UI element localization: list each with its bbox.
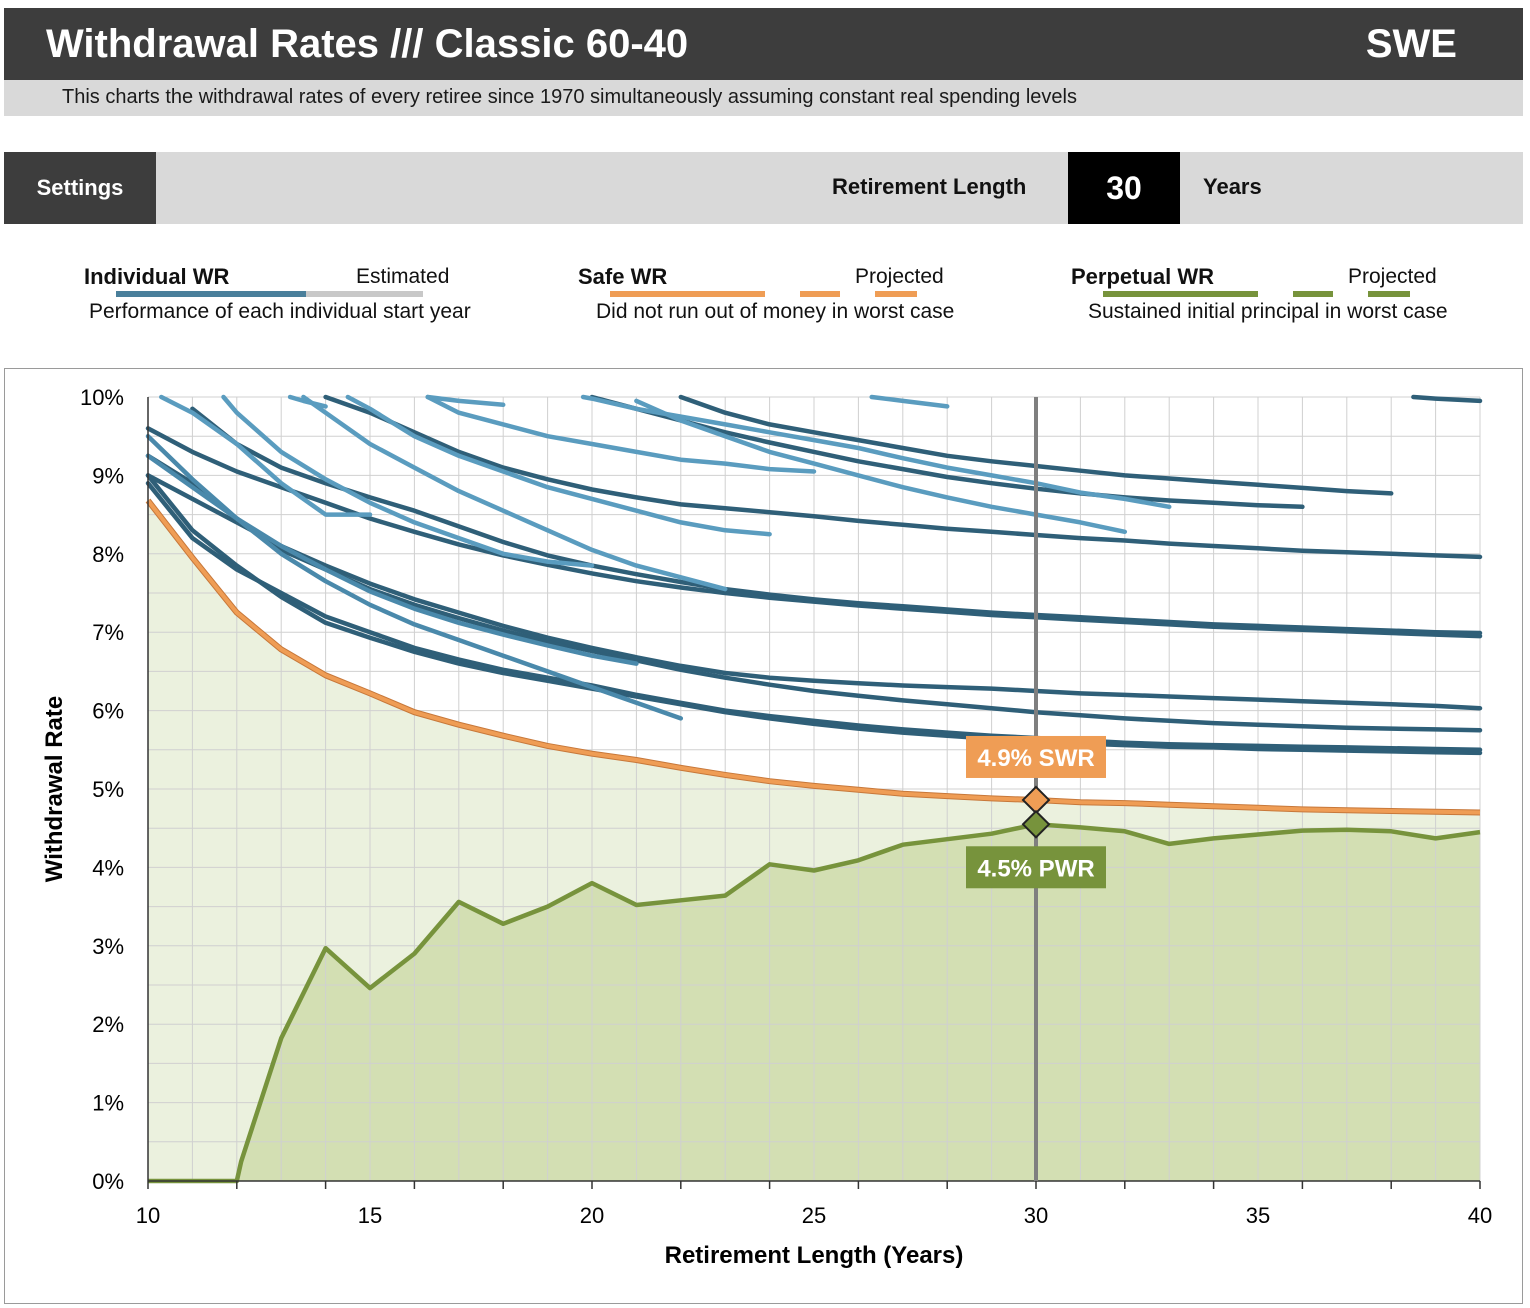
legend-individual-swatch <box>116 291 306 297</box>
settings-row: Settings Retirement Length 30 Years <box>4 152 1523 224</box>
legend-safe-title: Safe WR <box>578 264 668 289</box>
country-code: SWE <box>1365 22 1457 66</box>
pwr-marker <box>1021 809 1051 839</box>
legend-perpetual-desc: Sustained initial principal in worst cas… <box>1088 300 1448 323</box>
y-tick-label: 0% <box>92 1169 124 1194</box>
legend-perpetual-swatch <box>1103 291 1258 297</box>
legend-perpetual-extra: Projected <box>1348 265 1437 288</box>
y-tick-label: 2% <box>92 1012 124 1037</box>
individual-wr-line <box>634 398 1128 535</box>
pwr-label: 4.5% PWR <box>977 855 1094 882</box>
legend-individual-extra: Estimated <box>356 265 450 288</box>
x-tick-label: 20 <box>580 1203 604 1228</box>
individual-wr-line <box>1411 394 1483 404</box>
individual-wr-line <box>287 394 328 409</box>
x-tick-label: 35 <box>1246 1203 1270 1228</box>
individual-wr-line <box>145 473 1483 711</box>
x-tick-label: 25 <box>802 1203 826 1228</box>
legend-safe-extra: Projected <box>855 265 944 288</box>
y-tick-label: 9% <box>92 463 124 488</box>
individual-wr-line <box>190 406 1483 636</box>
legend-safe-projected-swatch-2 <box>875 291 917 297</box>
y-tick-label: 1% <box>92 1091 124 1116</box>
legend-safe-projected-swatch-1 <box>800 291 840 297</box>
y-axis-label: Withdrawal Rate <box>41 696 68 882</box>
legend-individual-desc: Performance of each individual start yea… <box>89 300 471 323</box>
title-bar: Withdrawal Rates /// Classic 60-40 SWE <box>4 8 1523 80</box>
swr-label: 4.9% SWR <box>977 745 1094 772</box>
x-axis-label: Retirement Length (Years) <box>665 1242 964 1269</box>
individual-wr-line <box>425 394 817 474</box>
legend-perpetual-projected-swatch-2 <box>1368 291 1410 297</box>
legend-safe: Safe WR Projected Did not run out of mon… <box>574 262 1014 332</box>
chart-frame: 10 15 20 25 30 35 40 0% 1% 2% 3% 4% 5% 6% 7% 8% 9% 10% 4.… <box>4 368 1523 1304</box>
individual-wr-line <box>145 473 1483 756</box>
y-tick-label: 8% <box>92 542 124 567</box>
individual-series <box>145 394 1483 756</box>
page-title: Withdrawal Rates /// Classic 60-40 <box>46 22 689 66</box>
individual-wr-line <box>221 394 595 568</box>
y-tick-label: 5% <box>92 777 124 802</box>
page-subtitle: This charts the withdrawal rates of ever… <box>62 86 1077 108</box>
subtitle-bar: This charts the withdrawal rates of ever… <box>4 80 1523 116</box>
legend-perpetual-projected-swatch-1 <box>1293 291 1333 297</box>
individual-wr-line <box>869 394 950 409</box>
safe-wr-series <box>145 498 1481 816</box>
x-tick-label: 40 <box>1468 1203 1492 1228</box>
perpetual-wr-series <box>148 822 1481 1184</box>
pwr-box <box>966 846 1106 889</box>
legend-individual-title: Individual WR <box>84 264 230 289</box>
retirement-length-input[interactable]: 30 <box>1068 152 1180 224</box>
y-tick-label: 7% <box>92 620 124 645</box>
retirement-length-label: Retirement Length <box>832 174 1027 199</box>
individual-wr-line <box>159 394 373 517</box>
annotations: 4.9% SWR 4.5% PWR <box>966 397 1106 1181</box>
individual-wr-line <box>145 426 1483 639</box>
y-tick-label: 3% <box>92 934 124 959</box>
individual-wr-line <box>589 394 1305 510</box>
retirement-length-unit: Years <box>1203 174 1262 199</box>
legend-perpetual-title: Perpetual WR <box>1071 264 1215 289</box>
legend-individual: Individual WR Estimated Performance of e… <box>80 262 520 332</box>
y-tick-label: 4% <box>92 855 124 880</box>
legend-safe-desc: Did not run out of money in worst case <box>596 300 955 323</box>
swr-box <box>966 735 1106 778</box>
y-tick-label: 10% <box>80 385 124 410</box>
individual-wr-line <box>580 394 1172 510</box>
individual-wr-line <box>425 394 506 408</box>
individual-wr-line <box>301 394 728 592</box>
axes: 10 15 20 25 30 35 40 0% 1% 2% 3% 4% 5% 6% 7% 8% 9% 10% <box>80 385 1492 1228</box>
withdrawal-rate-chart: 10 15 20 25 30 35 40 0% 1% 2% 3% 4% 5% 6% 7% 8% 9% 10% 4.… <box>41 385 1492 1269</box>
safe-wr-line <box>146 499 1481 815</box>
individual-wr-line <box>145 453 639 666</box>
x-tick-label: 15 <box>358 1203 382 1228</box>
x-tick-label: 10 <box>136 1203 160 1228</box>
legend-safe-swatch <box>610 291 765 297</box>
individual-wr-line <box>145 480 1483 753</box>
individual-wr-line <box>345 394 772 537</box>
individual-wr-line <box>323 394 1483 560</box>
settings-button[interactable]: Settings <box>4 152 156 224</box>
x-tick-label: 30 <box>1024 1203 1048 1228</box>
perpetual-wr-line <box>148 822 1481 1184</box>
legend-estimated-swatch <box>306 291 423 297</box>
legend-perpetual: Perpetual WR Projected Sustained initial… <box>1067 262 1507 332</box>
y-tick-label: 6% <box>92 699 124 724</box>
